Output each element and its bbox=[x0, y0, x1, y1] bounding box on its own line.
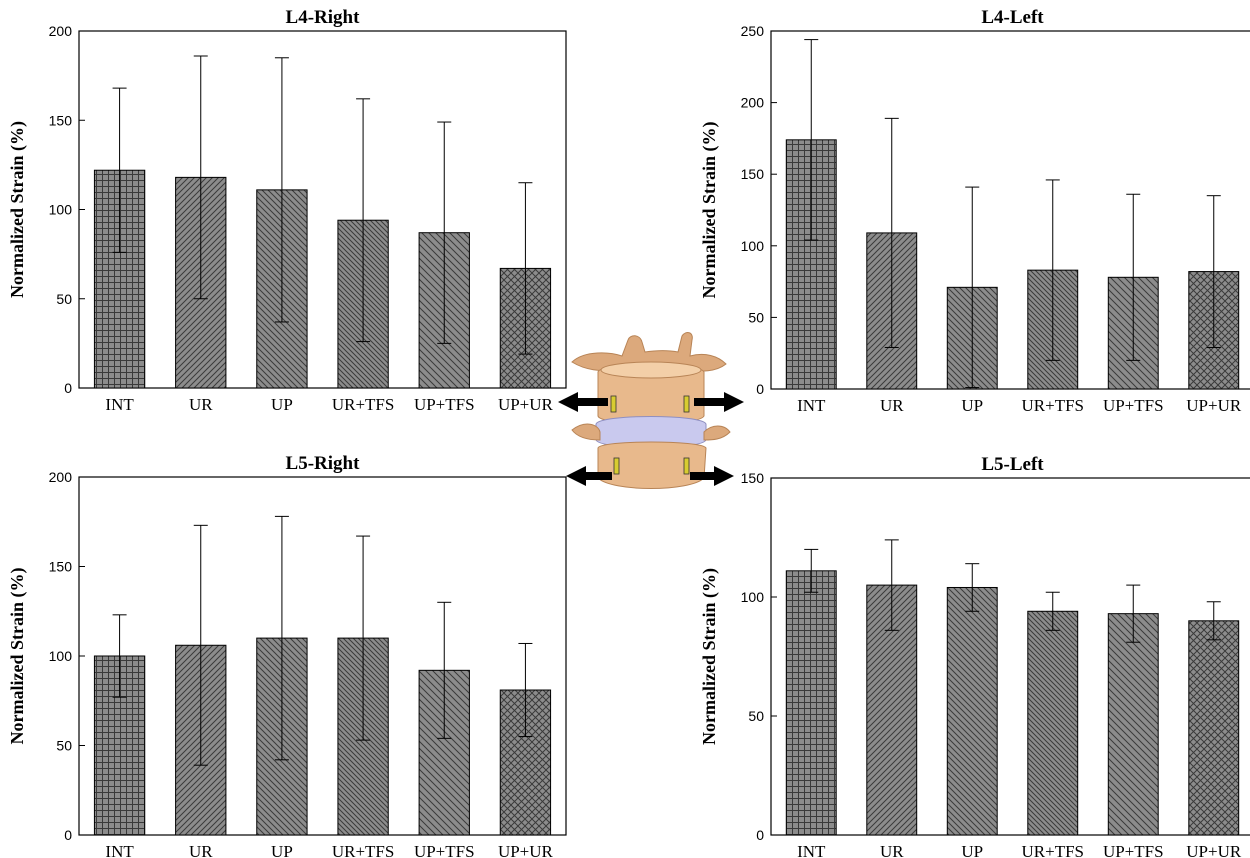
x-tick-label: UP+TFS bbox=[1103, 396, 1164, 415]
x-tick-label: UP+UR bbox=[498, 842, 554, 858]
lumbar-vertebra-icon bbox=[558, 332, 744, 489]
y-tick-label: 100 bbox=[741, 238, 765, 254]
x-tick-label: UR bbox=[880, 842, 904, 858]
x-tick-label: UR+TFS bbox=[332, 842, 395, 858]
x-tick-label: UP+TFS bbox=[1103, 842, 1164, 858]
x-tick-label: UR+TFS bbox=[1022, 842, 1085, 858]
x-tick-label: UR+TFS bbox=[1022, 396, 1085, 415]
y-tick-label: 150 bbox=[49, 559, 73, 575]
x-tick-label: UP bbox=[271, 842, 293, 858]
y-tick-label: 50 bbox=[56, 291, 72, 307]
strain-gauge-icon bbox=[613, 457, 620, 475]
y-tick-label: 50 bbox=[748, 309, 764, 325]
left-arrow-icon bbox=[558, 392, 608, 412]
chart-title: L5-Right bbox=[286, 453, 361, 474]
y-tick-label: 200 bbox=[49, 469, 73, 485]
x-tick-label: UP+UR bbox=[1186, 396, 1242, 415]
y-axis-label: Normalized Strain (%) bbox=[7, 121, 28, 298]
y-tick-label: 250 bbox=[741, 23, 765, 39]
chart-l4-left: L4-Left Normalized Strain (%) 0 50 100 150 200… bbox=[699, 7, 1250, 415]
chart-title: L5-Left bbox=[981, 454, 1044, 475]
plot-frame bbox=[770, 477, 1250, 836]
x-tick-label: UP bbox=[961, 842, 983, 858]
bar bbox=[1188, 620, 1240, 836]
y-tick-label: 200 bbox=[741, 95, 765, 111]
x-tick-label: UP bbox=[271, 395, 293, 414]
y-axis-label: Normalized Strain (%) bbox=[7, 568, 28, 745]
y-tick-label: 50 bbox=[748, 708, 764, 724]
strain-gauge-icon bbox=[610, 395, 617, 413]
y-tick-label: 100 bbox=[49, 202, 73, 218]
x-tick-label: UP+UR bbox=[1186, 842, 1242, 858]
chart-title: L4-Left bbox=[981, 7, 1044, 28]
right-arrow-icon bbox=[694, 392, 744, 412]
chart-title: L4-Right bbox=[286, 7, 361, 28]
y-tick-label: 0 bbox=[64, 827, 72, 843]
x-tick-label: INT bbox=[797, 842, 826, 858]
bar bbox=[785, 570, 837, 836]
x-tick-label: UP+UR bbox=[498, 395, 554, 414]
x-tick-label: UR bbox=[189, 842, 213, 858]
x-tick-label: INT bbox=[105, 842, 134, 858]
plot-frame bbox=[78, 30, 567, 389]
y-axis-label: Normalized Strain (%) bbox=[699, 568, 720, 745]
y-tick-label: 0 bbox=[64, 380, 72, 396]
y-tick-label: 0 bbox=[756, 381, 764, 397]
plot-frame bbox=[770, 30, 1250, 390]
bar bbox=[1027, 610, 1079, 836]
left-arrow-icon bbox=[566, 466, 612, 486]
y-tick-label: 150 bbox=[741, 166, 765, 182]
chart-l5-left: L5-Left Normalized Strain (%) 0 50 100 150 INT… bbox=[699, 454, 1250, 858]
y-axis-label: Normalized Strain (%) bbox=[699, 122, 720, 299]
right-arrow-icon bbox=[690, 466, 734, 486]
charts-layer: L4-Right Normalized Strain (%) 0 50 100 150 20… bbox=[7, 7, 1250, 858]
y-tick-label: 150 bbox=[49, 112, 73, 128]
y-tick-label: 100 bbox=[741, 589, 765, 605]
x-tick-label: INT bbox=[105, 395, 134, 414]
x-tick-label: UR+TFS bbox=[332, 395, 395, 414]
x-tick-label: UP+TFS bbox=[414, 842, 475, 858]
x-tick-label: UR bbox=[880, 396, 904, 415]
chart-l5-right: L5-Right Normalized Strain (%) 0 50 100 150 20… bbox=[7, 453, 567, 858]
y-tick-label: 50 bbox=[56, 738, 72, 754]
x-tick-label: UR bbox=[189, 395, 213, 414]
y-tick-label: 100 bbox=[49, 648, 73, 664]
bar bbox=[946, 586, 998, 836]
chart-l4-right: L4-Right Normalized Strain (%) 0 50 100 150 20… bbox=[7, 7, 567, 414]
x-tick-label: INT bbox=[797, 396, 826, 415]
y-tick-label: 200 bbox=[49, 23, 73, 39]
x-tick-label: UP+TFS bbox=[414, 395, 475, 414]
y-tick-label: 0 bbox=[756, 827, 764, 843]
strain-gauge-icon bbox=[683, 395, 690, 413]
x-tick-label: UP bbox=[961, 396, 983, 415]
bar bbox=[1107, 613, 1159, 836]
strain-gauge-icon bbox=[683, 457, 690, 475]
plot-frame bbox=[78, 476, 567, 836]
y-tick-label: 150 bbox=[741, 470, 765, 486]
